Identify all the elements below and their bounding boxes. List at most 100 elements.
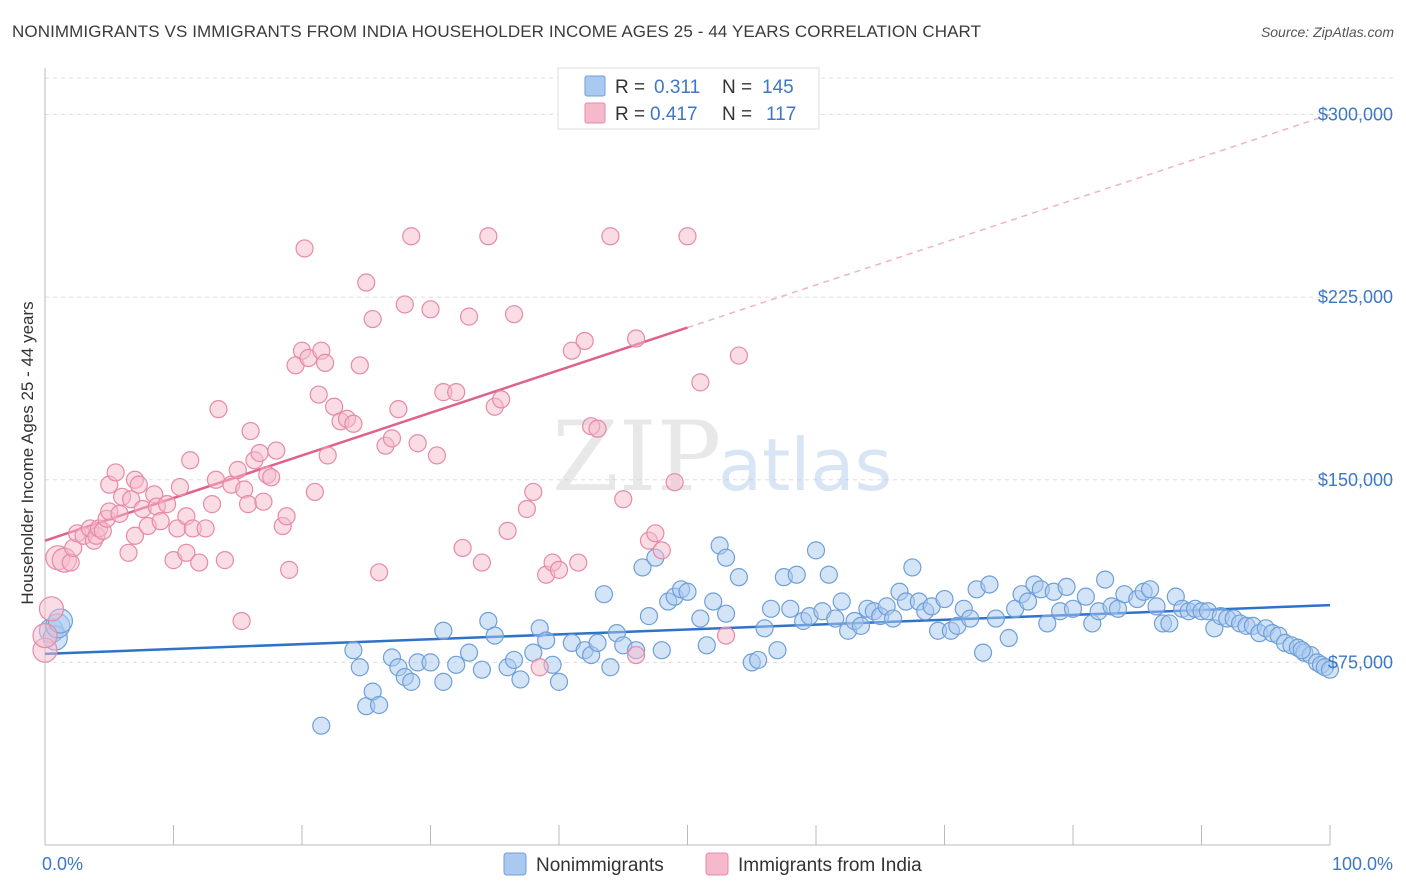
data-point bbox=[190, 553, 209, 572]
data-point bbox=[459, 643, 479, 662]
data-point bbox=[119, 543, 138, 562]
data-point bbox=[395, 295, 414, 314]
legend-n-label: N = bbox=[722, 77, 752, 98]
data-point bbox=[350, 658, 369, 677]
data-point bbox=[614, 490, 633, 509]
data-point bbox=[652, 541, 671, 560]
data-point bbox=[363, 309, 382, 329]
data-point bbox=[177, 543, 196, 562]
series-legend: Nonimmigrants Immigrants from India bbox=[503, 852, 922, 876]
data-point bbox=[1063, 599, 1083, 618]
data-point bbox=[639, 607, 659, 626]
data-point bbox=[32, 622, 58, 649]
data-point bbox=[228, 460, 247, 480]
data-point bbox=[318, 446, 337, 465]
data-point bbox=[973, 643, 993, 662]
y-tick-label: $300,000 bbox=[1318, 105, 1393, 125]
data-point bbox=[678, 582, 697, 601]
y-tick-label: $150,000 bbox=[1318, 470, 1393, 490]
x-tick-label: 100.0% bbox=[1332, 854, 1393, 874]
data-point bbox=[309, 385, 328, 404]
data-point bbox=[826, 609, 845, 628]
data-point bbox=[250, 443, 269, 463]
data-point bbox=[530, 658, 549, 677]
data-point bbox=[633, 558, 652, 577]
data-point bbox=[504, 650, 524, 670]
data-point bbox=[511, 670, 530, 689]
data-point bbox=[781, 599, 800, 618]
legend-swatch-immigrants-india bbox=[705, 852, 729, 876]
data-point bbox=[755, 619, 774, 638]
data-point bbox=[344, 641, 363, 660]
data-point bbox=[492, 390, 511, 409]
data-point bbox=[389, 400, 408, 419]
trend-line-extension bbox=[687, 113, 1331, 329]
data-point bbox=[434, 672, 453, 691]
data-points bbox=[32, 227, 1340, 735]
data-point bbox=[517, 499, 536, 519]
data-point bbox=[241, 421, 260, 441]
data-point bbox=[453, 538, 472, 558]
data-point bbox=[459, 307, 479, 326]
data-point bbox=[961, 609, 980, 628]
data-point bbox=[691, 373, 710, 392]
legend-r-label: R = bbox=[615, 104, 645, 125]
data-point bbox=[1076, 587, 1095, 606]
data-point bbox=[678, 227, 697, 246]
data-point bbox=[575, 331, 594, 351]
legend-n-value: 145 bbox=[762, 77, 794, 98]
data-point bbox=[357, 273, 376, 292]
data-point bbox=[1096, 570, 1115, 589]
data-point bbox=[819, 565, 838, 584]
data-point bbox=[170, 477, 190, 497]
data-point bbox=[157, 495, 177, 514]
legend-swatch-nonimmigrants bbox=[503, 852, 527, 876]
data-point bbox=[716, 626, 736, 645]
data-point bbox=[151, 512, 170, 531]
data-point bbox=[402, 672, 421, 691]
series-nonimmigrants bbox=[38, 536, 1340, 735]
data-point bbox=[295, 239, 314, 258]
y-tick-label: $75,000 bbox=[1328, 652, 1393, 672]
data-point bbox=[280, 560, 299, 579]
data-point bbox=[761, 599, 781, 618]
x-tick-labels: 0.0% 100.0% bbox=[42, 854, 1393, 874]
data-point bbox=[588, 633, 607, 653]
data-point bbox=[851, 616, 871, 635]
watermark: ZIP atlas bbox=[552, 401, 892, 513]
data-point bbox=[402, 227, 421, 246]
data-point bbox=[382, 429, 402, 448]
legend-n-label: N = bbox=[722, 104, 752, 125]
data-point bbox=[215, 551, 234, 570]
data-point bbox=[238, 495, 258, 514]
data-point bbox=[1292, 641, 1311, 660]
legend-label-nonimmigrants: Nonimmigrants bbox=[536, 855, 664, 876]
watermark-zip: ZIP bbox=[552, 401, 721, 513]
y-tick-label: $225,000 bbox=[1318, 287, 1393, 307]
data-point bbox=[626, 329, 646, 348]
data-point bbox=[549, 560, 569, 579]
data-point bbox=[883, 609, 903, 628]
data-point bbox=[1018, 592, 1038, 611]
data-point bbox=[1140, 580, 1160, 599]
x-tick-label: 0.0% bbox=[42, 854, 83, 874]
data-point bbox=[1147, 597, 1166, 616]
data-point bbox=[986, 609, 1006, 628]
data-point bbox=[472, 660, 491, 679]
data-point bbox=[1160, 614, 1179, 633]
data-point bbox=[665, 473, 684, 492]
y-axis-label: Householder Income Ages 25 - 44 years bbox=[18, 301, 37, 604]
data-point bbox=[601, 227, 620, 246]
data-point bbox=[305, 482, 324, 502]
data-point bbox=[485, 626, 504, 645]
data-point bbox=[504, 305, 524, 324]
data-point bbox=[588, 419, 607, 438]
series-immigrants-india bbox=[32, 227, 749, 677]
data-point bbox=[277, 507, 296, 526]
data-point bbox=[370, 695, 389, 715]
data-point bbox=[806, 541, 826, 560]
data-point bbox=[254, 492, 273, 511]
data-point bbox=[427, 446, 447, 465]
grid-layer bbox=[45, 77, 1395, 663]
